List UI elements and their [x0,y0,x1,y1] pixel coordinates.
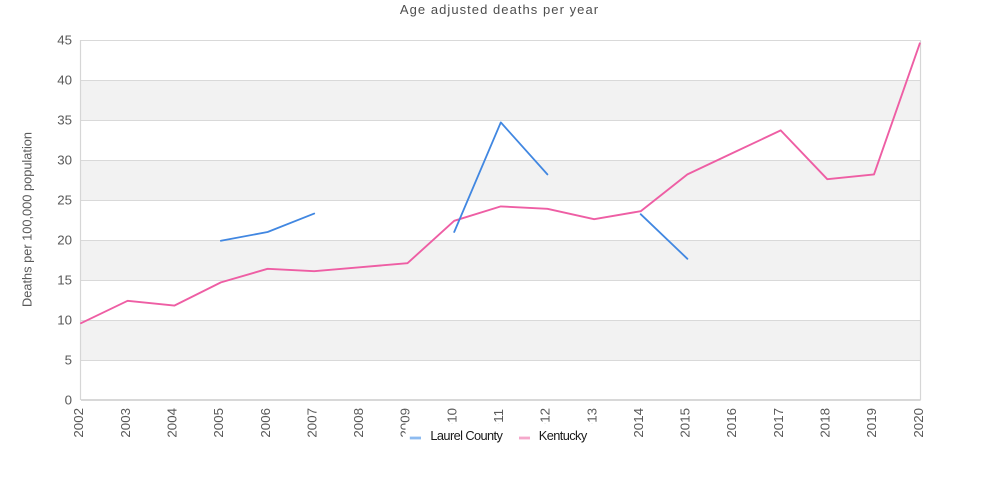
svg-text:40: 40 [57,72,72,87]
svg-text:2005: 2005 [211,408,226,438]
svg-text:45: 45 [57,32,72,47]
svg-text:30: 30 [57,152,72,167]
svg-text:35: 35 [57,112,72,127]
svg-text:2004: 2004 [165,408,180,438]
svg-text:25: 25 [57,192,72,207]
svg-text:Laurel County: Laurel County [430,428,503,443]
svg-text:2002: 2002 [71,408,86,438]
svg-text:2016: 2016 [724,408,739,438]
svg-text:2015: 2015 [678,408,693,438]
svg-text:15: 15 [57,272,72,287]
svg-text:2006: 2006 [258,408,273,438]
svg-text:Age adjusted deaths per year: Age adjusted deaths per year [400,2,599,17]
svg-text:2007: 2007 [304,408,319,438]
svg-text:2003: 2003 [118,408,133,438]
svg-text:10: 10 [57,312,72,327]
svg-text:2014: 2014 [631,408,646,438]
svg-text:Deaths per 100,000 population: Deaths per 100,000 population [20,132,35,307]
svg-text:2008: 2008 [351,408,366,438]
svg-text:0: 0 [65,392,72,407]
svg-text:2018: 2018 [818,408,833,438]
svg-text:2017: 2017 [771,408,786,438]
svg-text:20: 20 [57,232,72,247]
svg-text:Kentucky: Kentucky [539,428,588,443]
svg-text:5: 5 [65,352,72,367]
svg-text:2020: 2020 [911,408,926,438]
svg-text:2019: 2019 [864,408,879,438]
